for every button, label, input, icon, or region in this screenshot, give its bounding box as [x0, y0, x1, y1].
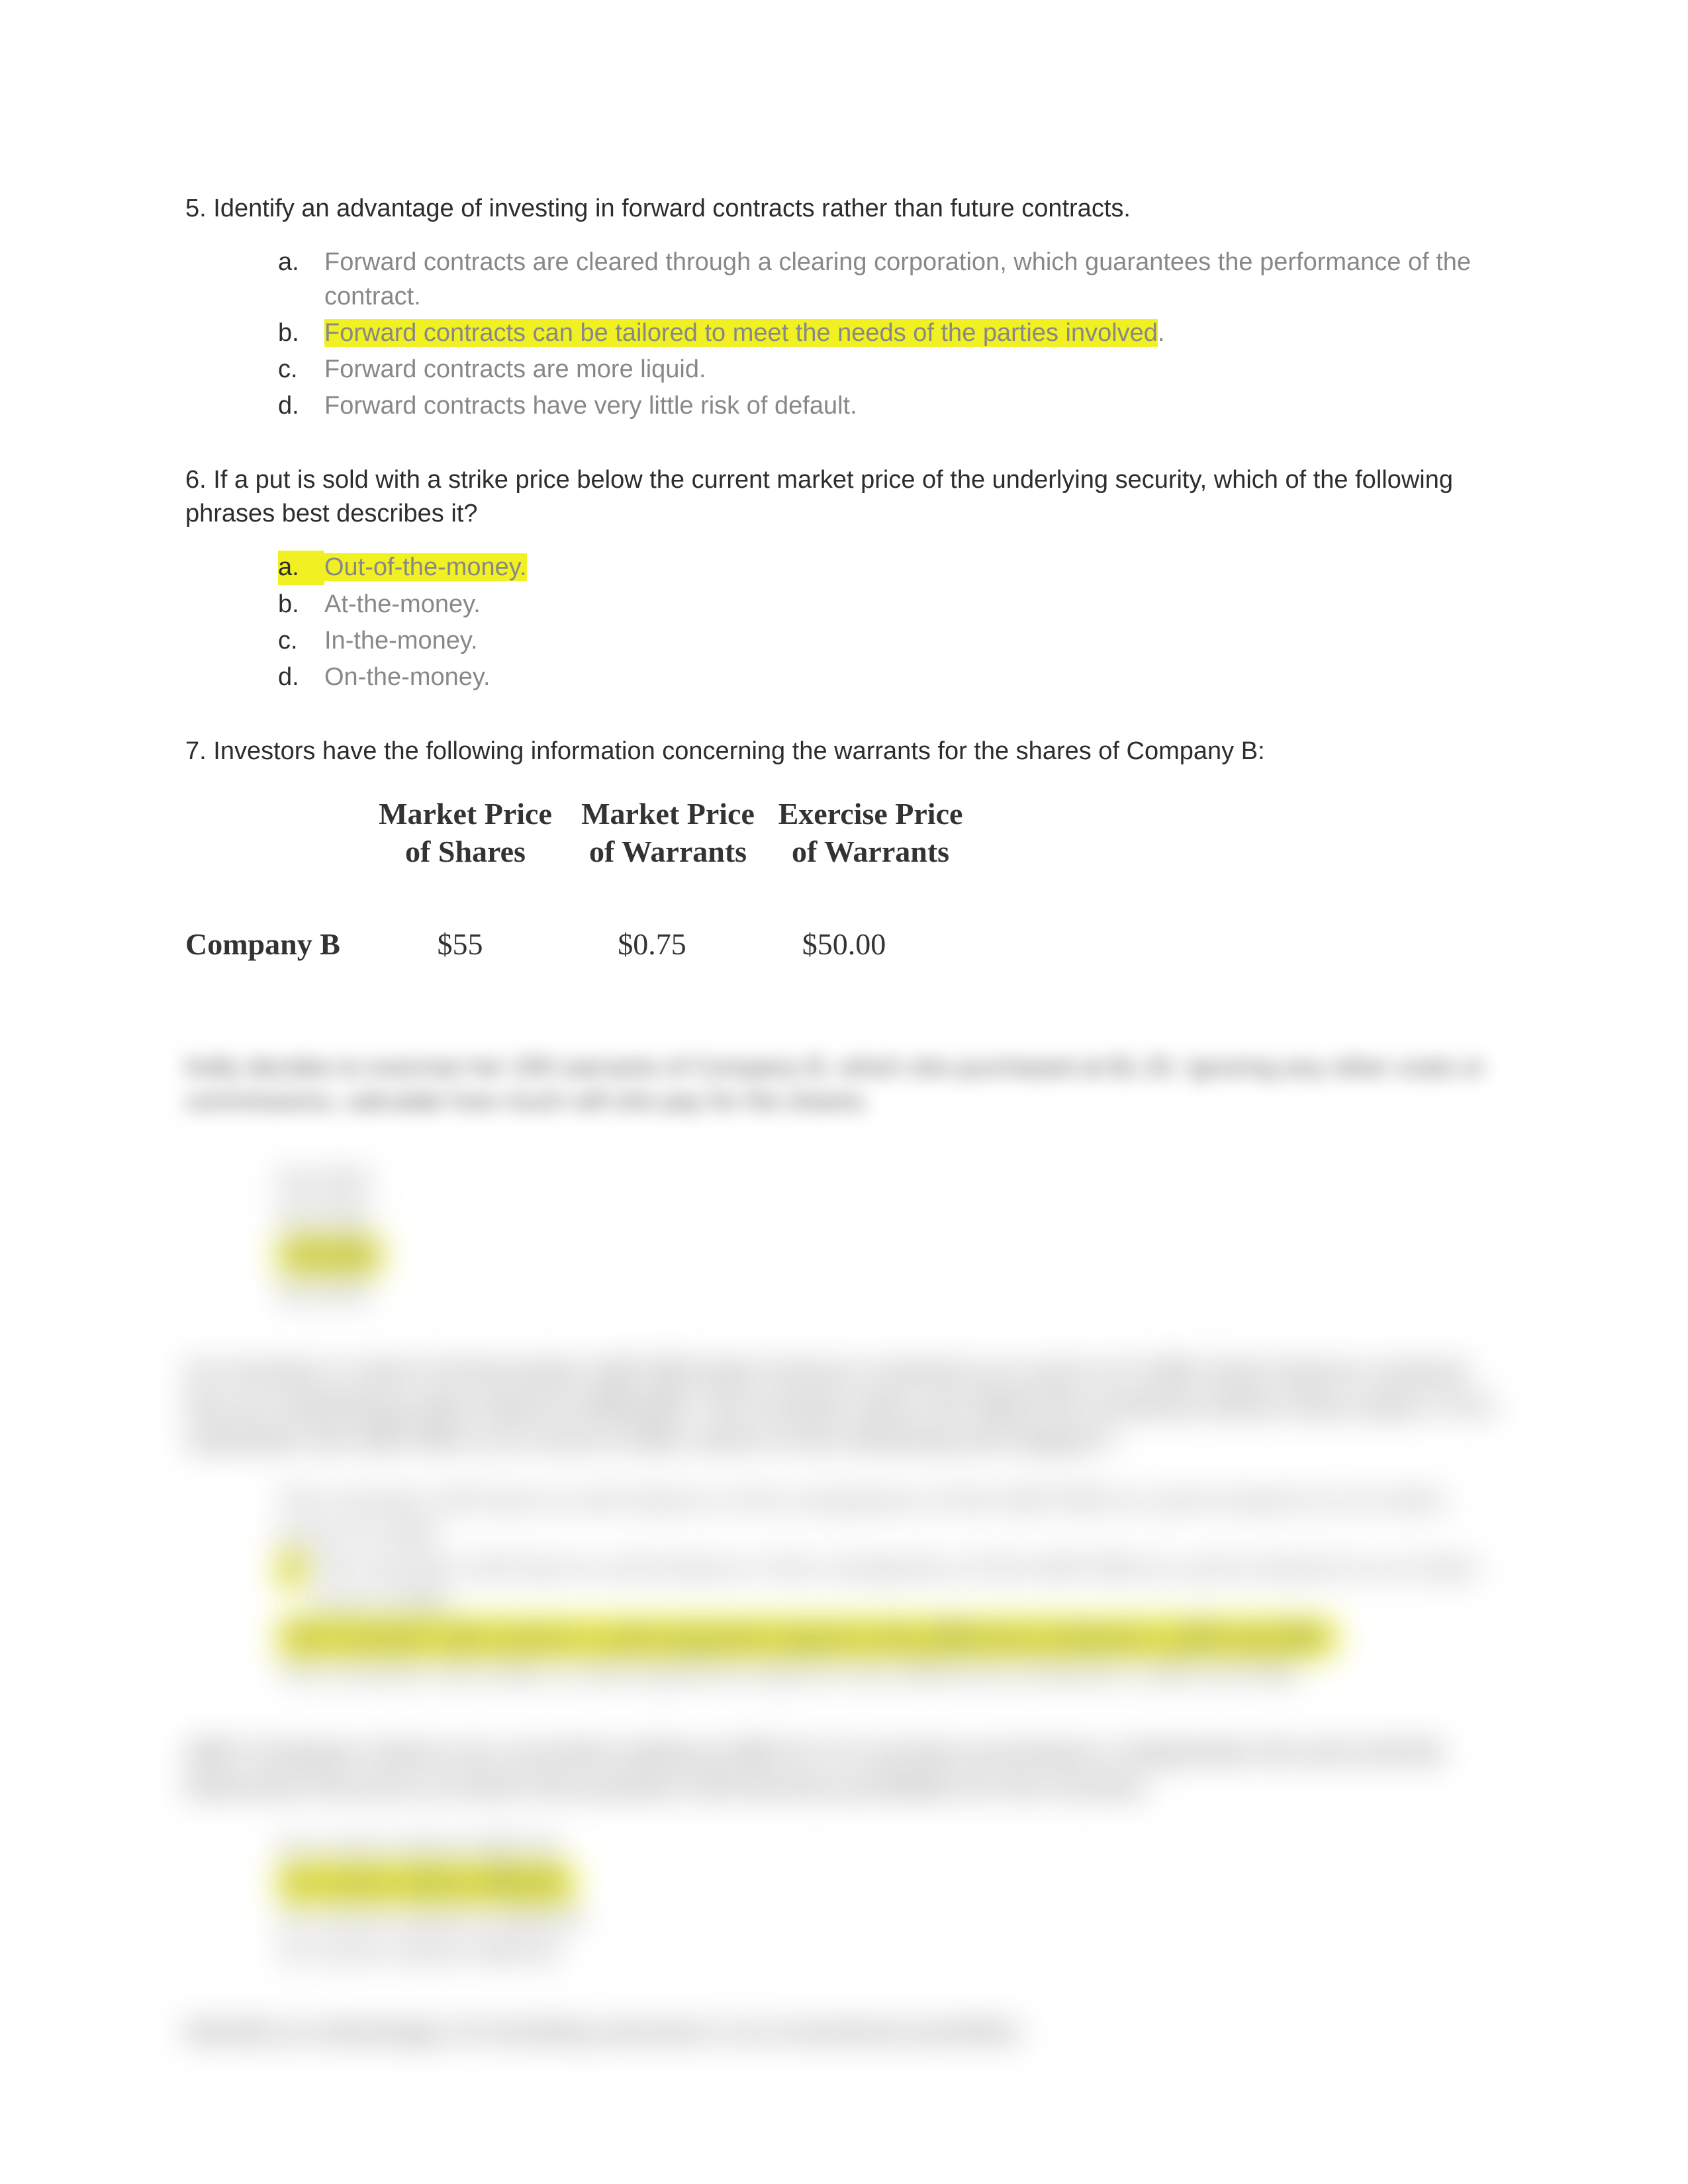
q7-number: 7. — [185, 737, 207, 765]
q6-text: If a put is sold with a strike price bel… — [185, 466, 1453, 527]
question-5: 5. Identify an advantage of investing in… — [185, 192, 1503, 424]
q6-stem: 6. If a put is sold with a strike price … — [185, 463, 1503, 531]
table-header-col-1: Market Price of Shares — [364, 795, 567, 871]
option-letter: b. — [278, 316, 324, 350]
blurred-question-10: Identify an advantage of including warra… — [185, 2015, 1503, 2049]
q5-number: 5. — [185, 195, 207, 222]
q6-opt-b: b. At-the-money. — [278, 588, 1503, 621]
highlighted-answer: Forward contracts can be tailored to mee… — [324, 319, 1158, 347]
q7-table: Market Price of Shares Market Price of W… — [185, 795, 1503, 965]
blurred-highlight: $10,000 — [278, 1238, 382, 1272]
blurred-question-8: An investor is short 10 December S&P 500… — [185, 1355, 1503, 1690]
option-text: At-the-money. — [324, 588, 1503, 621]
option-letter: b. — [278, 588, 324, 621]
blurred-highlight: The investor will receive a cash payment… — [278, 1619, 1336, 1656]
option-letter: c. — [278, 353, 324, 387]
option-letter: d. — [278, 389, 324, 423]
table-cell: $55 — [364, 924, 556, 965]
highlighted-answer: Out-of-the-money. — [324, 553, 527, 581]
option-letter: d. — [278, 660, 324, 694]
q5-options: a. Forward contracts are cleared through… — [185, 246, 1503, 423]
blurred-highlight: At a price above $64.50. — [278, 1864, 574, 1901]
table-row-label: Company B — [185, 924, 364, 965]
blurred-highlight: b — [278, 1551, 304, 1588]
question-7: 7. Investors have the following informat… — [185, 735, 1503, 768]
option-letter: a. — [278, 551, 324, 584]
option-text: Forward contracts are more liquid. — [324, 353, 1503, 387]
table-cell: $0.75 — [556, 924, 748, 965]
option-text: Out-of-the-money. — [324, 551, 1503, 584]
option-text: In-the-money. — [324, 624, 1503, 658]
table-data-row: Company B $55 $0.75 $50.00 — [185, 924, 1503, 965]
table-header-col-3: Exercise Price of Warrants — [769, 795, 972, 871]
blurred-paragraph: Kelly decides to exercise her 200 warran… — [185, 1051, 1503, 1119]
q6-opt-d: d. On-the-money. — [278, 660, 1503, 694]
option-text: Forward contracts have very little risk … — [324, 389, 1503, 423]
q6-number: 6. — [185, 466, 207, 494]
document-page: 5. Identify an advantage of investing in… — [0, 0, 1688, 2184]
option-text: Forward contracts are cleared through a … — [324, 246, 1503, 314]
q7-stem: 7. Investors have the following informat… — [185, 735, 1503, 768]
option-letter: c. — [278, 624, 324, 658]
table-header-row: Market Price of Shares Market Price of W… — [185, 795, 1503, 871]
q5-text: Identify an advantage of investing in fo… — [213, 195, 1131, 222]
q6-opt-a: a. Out-of-the-money. — [278, 551, 1503, 584]
q5-opt-a: a. Forward contracts are cleared through… — [278, 246, 1503, 314]
table-header-col-2: Market Price of Warrants — [567, 795, 769, 871]
q5-opt-b: b. Forward contracts can be tailored to … — [278, 316, 1503, 350]
q5-opt-c: c. Forward contracts are more liquid. — [278, 353, 1503, 387]
q5-stem: 5. Identify an advantage of investing in… — [185, 192, 1503, 226]
option-text: On-the-money. — [324, 660, 1503, 694]
q6-opt-c: c. In-the-money. — [278, 624, 1503, 658]
table-header-spacer — [185, 795, 364, 871]
q6-options: a. Out-of-the-money. b. At-the-money. c.… — [185, 551, 1503, 694]
blurred-preview-region: Kelly decides to exercise her 200 warran… — [185, 1051, 1503, 2050]
option-text: Forward contracts can be tailored to mee… — [324, 316, 1503, 350]
table-cell: $50.00 — [748, 924, 940, 965]
blurred-options-7: $12,000 $12,500 $10,000 $10,500 — [185, 1165, 1503, 1309]
q7-text: Investors have the following information… — [213, 737, 1264, 765]
option-letter: a. — [278, 246, 324, 279]
q5-opt-d: d. Forward contracts have very little ri… — [278, 389, 1503, 423]
blurred-question-9: ABC Company shares are currently trading… — [185, 1736, 1503, 1969]
question-6: 6. If a put is sold with a strike price … — [185, 463, 1503, 695]
